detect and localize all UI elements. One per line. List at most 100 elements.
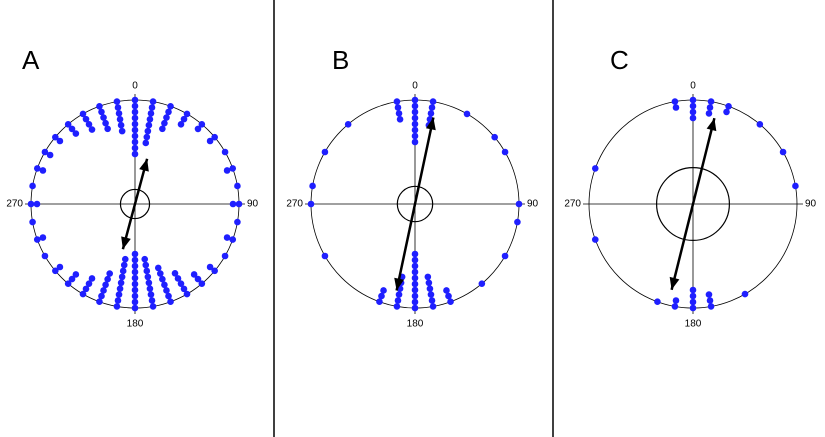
confidence-circle [119, 188, 151, 220]
data-dot [741, 290, 749, 298]
data-dot [27, 200, 35, 208]
data-dot [307, 200, 315, 208]
direction-label: 0 [412, 81, 418, 92]
data-dot [491, 133, 498, 141]
data-dot [429, 303, 437, 310]
data-dot [131, 120, 139, 128]
data-dot [591, 165, 599, 172]
data-dot [131, 286, 139, 294]
data-dot [157, 270, 164, 277]
data-dot [177, 121, 185, 128]
data-dot [707, 303, 715, 310]
data-dot [411, 132, 419, 140]
data-dot [163, 287, 170, 294]
data-dot [52, 267, 59, 275]
data-dot [411, 126, 419, 134]
data-dot [411, 138, 419, 146]
data-dot [145, 121, 153, 129]
data-dot [376, 298, 383, 306]
data-dot [88, 126, 96, 133]
data-dot [142, 139, 150, 147]
arrow-head [706, 118, 717, 132]
data-dot [779, 148, 787, 156]
mean-vector [121, 158, 149, 250]
data-dot [82, 115, 90, 123]
mean-vector [395, 117, 435, 291]
data-dot [72, 130, 80, 137]
data-dot [131, 102, 139, 110]
data-dot [396, 116, 404, 123]
data-dot [671, 303, 679, 310]
data-dot [56, 137, 64, 145]
data-dot [167, 298, 174, 306]
data-dot [145, 279, 153, 287]
data-dot [689, 292, 697, 300]
data-dot [706, 297, 714, 304]
data-dot [118, 273, 126, 281]
data-dot [88, 275, 96, 282]
data-dot [117, 279, 125, 287]
direction-label: 270 [564, 199, 581, 210]
data-dot [424, 273, 432, 281]
data-dot [29, 182, 36, 190]
data-dot [116, 285, 124, 292]
data-dot [190, 271, 198, 278]
data-dot [501, 252, 509, 260]
data-dot [114, 104, 122, 111]
data-dot [180, 285, 188, 293]
data-dot [167, 102, 174, 110]
data-dot [221, 252, 229, 260]
data-dot [115, 110, 123, 117]
data-dot [723, 108, 730, 116]
data-dot [705, 291, 713, 298]
data-dot [106, 270, 113, 277]
data-dot [159, 125, 166, 133]
data-dot [689, 304, 697, 312]
data-dot [229, 236, 237, 243]
data-dot [591, 236, 599, 243]
data-dot [395, 291, 403, 298]
confidence-circle [396, 185, 434, 223]
data-dot [689, 286, 697, 294]
data-dot [98, 292, 105, 300]
data-dot [41, 252, 49, 260]
data-dot [411, 286, 419, 294]
data-dot [131, 144, 139, 152]
data-dot [100, 287, 107, 294]
data-dot [411, 292, 419, 300]
data-dot [41, 148, 49, 156]
data-dot [64, 280, 72, 287]
data-dot [119, 267, 127, 275]
data-dot [321, 148, 329, 156]
data-dot [425, 279, 433, 287]
data-dot [118, 127, 126, 135]
data-dot [68, 125, 76, 133]
data-dot [163, 114, 170, 121]
data-dot [234, 218, 241, 226]
data-dot [428, 104, 436, 111]
data-dot [79, 290, 87, 298]
data-dot [147, 110, 155, 117]
data-dot [380, 287, 387, 294]
direction-label: 90 [527, 199, 539, 210]
data-dot [206, 263, 214, 271]
data-dot [515, 200, 523, 208]
data-dot [120, 261, 128, 269]
data-dot [116, 116, 124, 123]
data-dot [131, 126, 139, 134]
data-dot [689, 114, 697, 122]
data-dot [85, 121, 93, 128]
data-dot [52, 133, 59, 141]
data-dot [131, 280, 139, 288]
data-dot [148, 297, 156, 304]
data-dot [159, 275, 166, 283]
panel-label: A [22, 45, 40, 75]
data-dot [689, 96, 697, 104]
data-dot [144, 127, 152, 135]
data-dot [131, 132, 139, 140]
data-dot [96, 298, 103, 306]
data-dot [102, 119, 109, 127]
data-dot [29, 218, 36, 226]
data-dot [229, 165, 237, 172]
